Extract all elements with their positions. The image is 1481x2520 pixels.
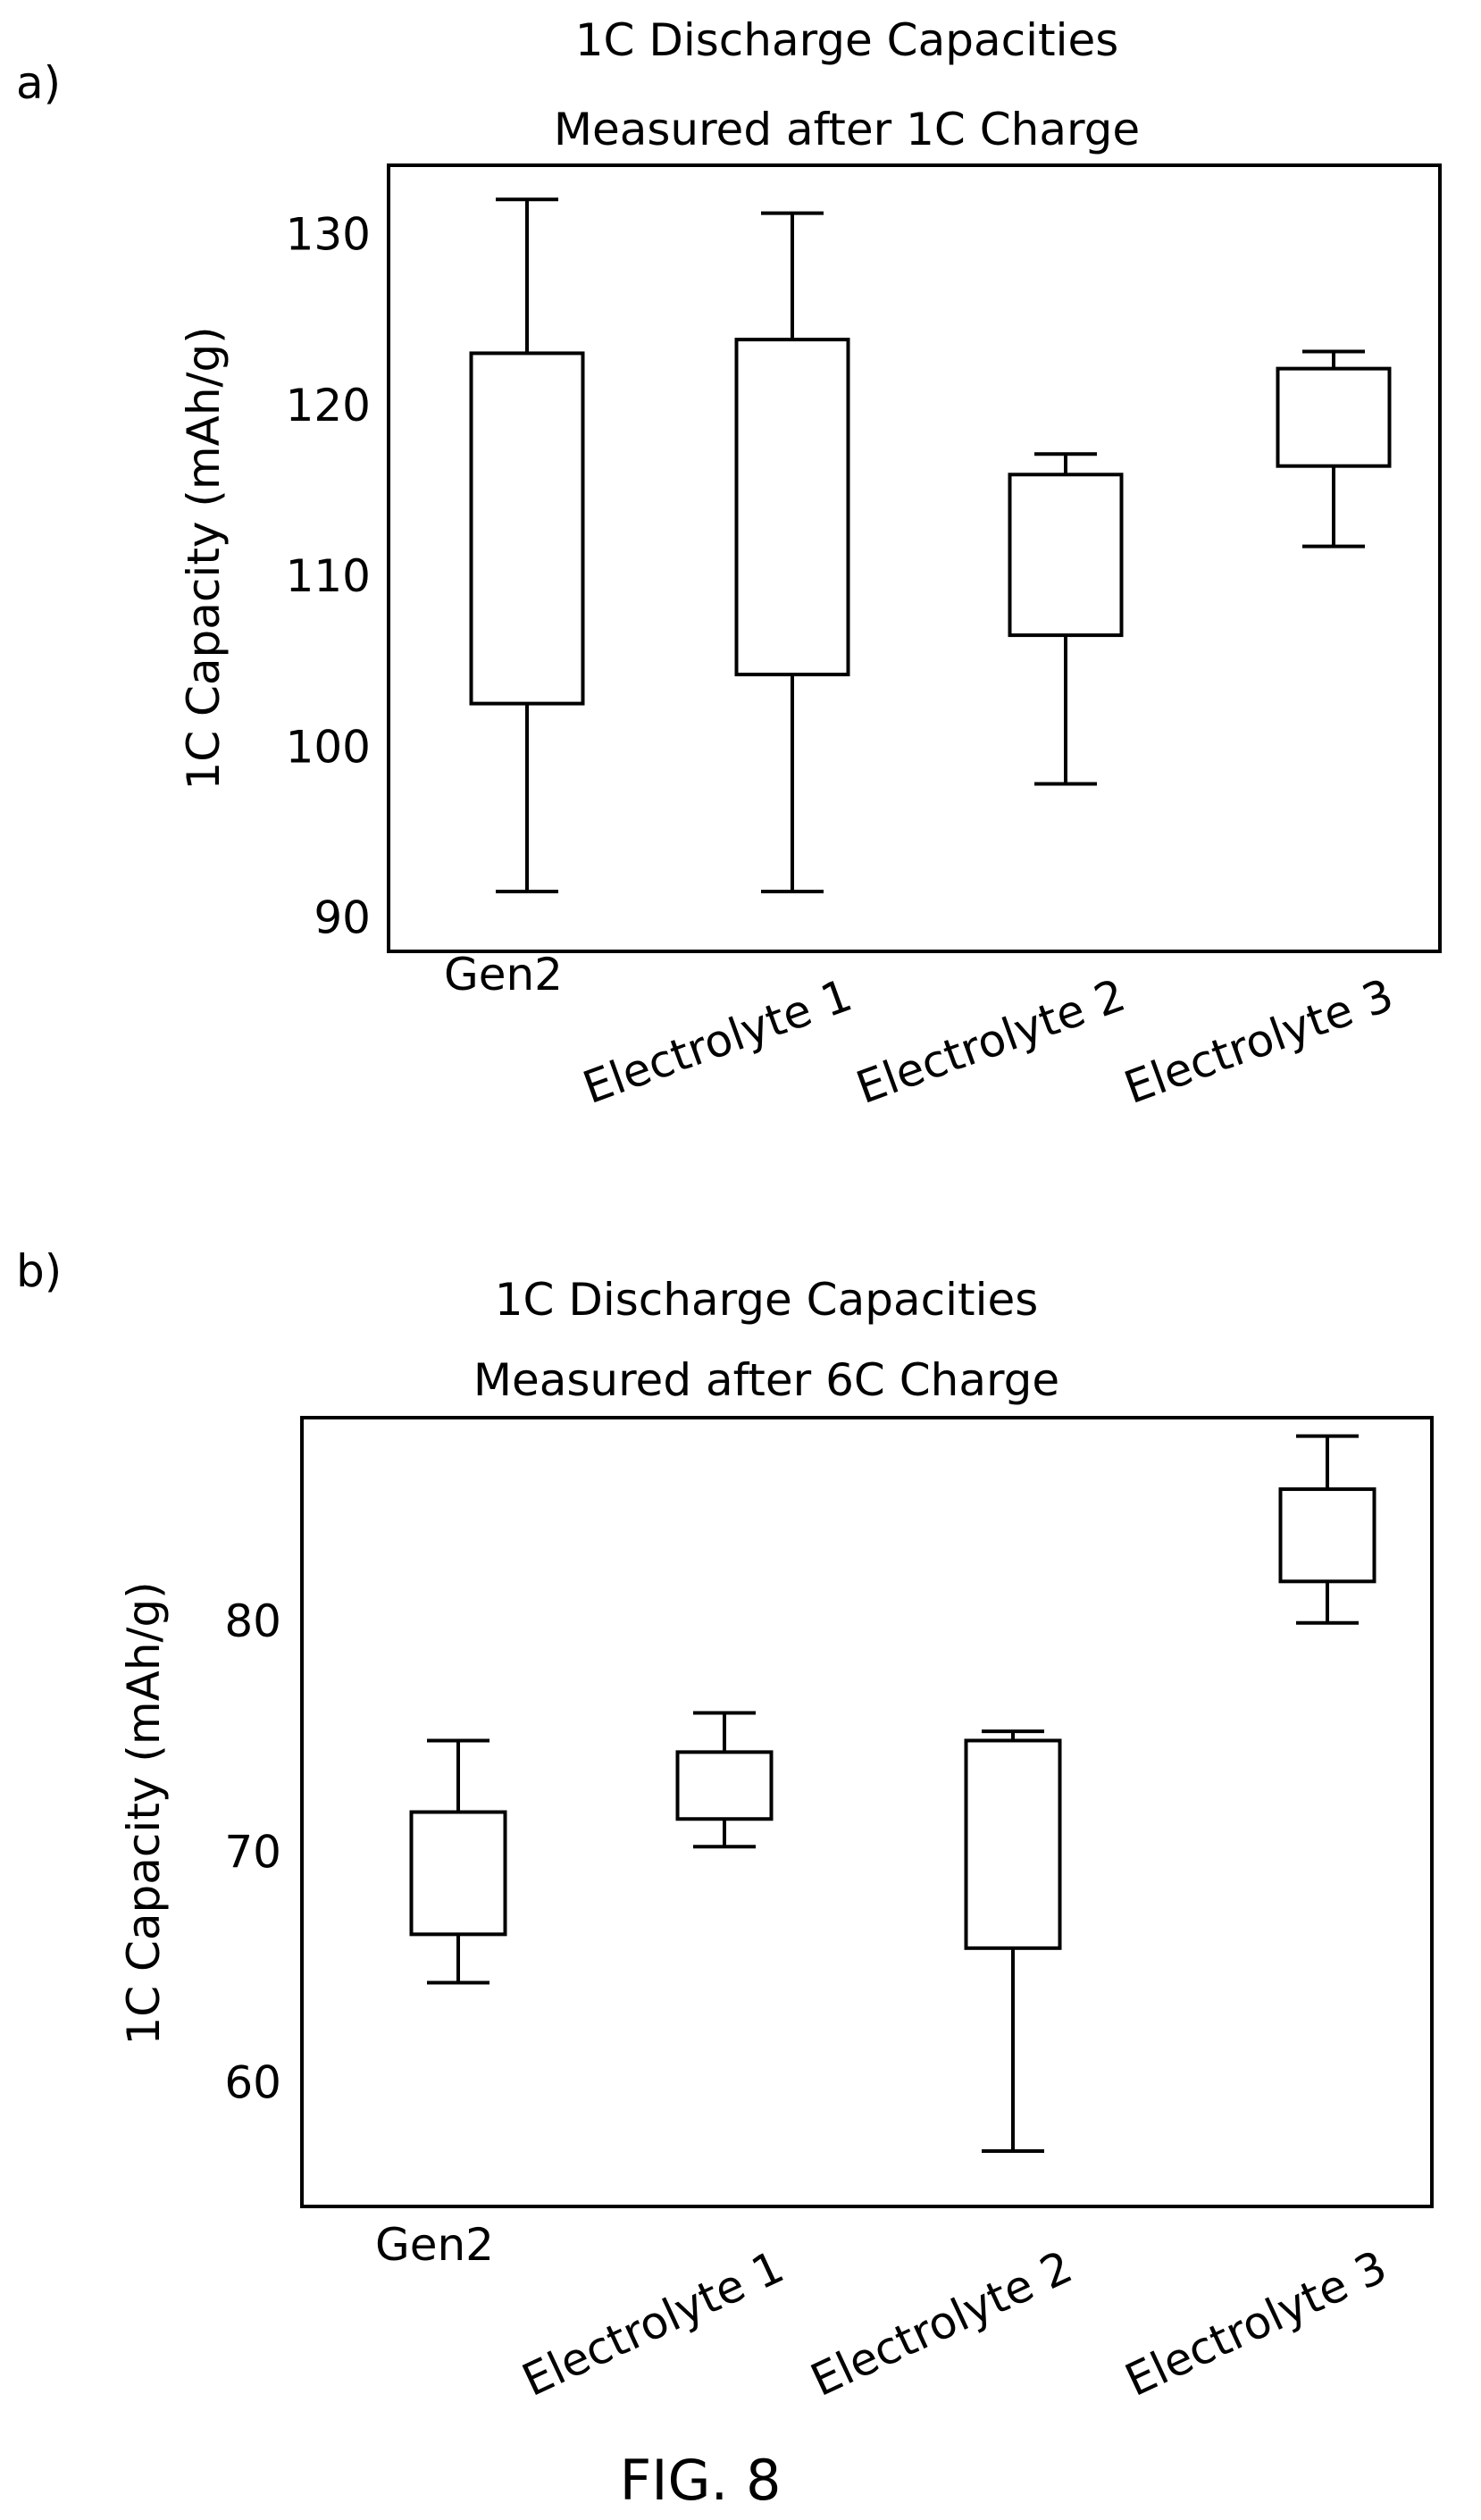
box-gen2 [469,197,585,894]
iqr-box [675,1750,774,1821]
y-tick-label: 120 [286,380,371,431]
y-tick-label: 130 [286,209,371,261]
y-ticks-a: 90 100 110 120 130 [286,209,371,944]
box-electrolyte-1 [675,1711,774,1849]
box-electrolyte-3 [1278,1434,1376,1625]
iqr-box [734,338,850,677]
iqr-box [964,1738,1062,1950]
y-tick-label: 110 [286,550,371,602]
y-tick-label: 80 [224,1595,281,1647]
boxes-a [469,197,1392,894]
iqr-box [1276,366,1392,468]
y-tick-label: 100 [286,721,371,773]
iqr-box [1008,473,1124,638]
chart-title-a: 1C Discharge Capacities [575,14,1119,66]
box-gen2 [409,1738,507,1985]
y-tick-label: 90 [314,892,371,944]
figure-caption: FIG. 8 [620,2448,782,2513]
panel-a: a) 1C Discharge Capacities Measured afte… [16,14,1442,1114]
x-tick-label: Electrolyte 1 [515,2240,791,2407]
box-electrolyte-2 [964,1729,1062,2154]
y-tick-label: 70 [224,1826,281,1878]
x-tick-label: Gen2 [444,949,563,1000]
chart-title-b: 1C Discharge Capacities [495,1274,1039,1326]
panel-b: b) 1C Discharge Capacities Measured afte… [16,1245,1434,2407]
plot-frame-a [387,163,1442,953]
y-tick-label: 60 [224,2057,281,2109]
chart-subtitle-b: Measured after 6C Charge [473,1354,1059,1406]
boxes-b [409,1434,1376,2154]
x-tick-label: Gen2 [375,2219,494,2271]
x-tick-label: Electrolyte 1 [576,969,858,1114]
box-electrolyte-2 [1008,452,1124,786]
iqr-box [409,1810,507,1937]
y-ticks-b: 60 70 80 [224,1595,281,2108]
chart-subtitle-a: Measured after 1C Charge [554,104,1140,155]
x-tick-label: Electrolyte 2 [849,969,1132,1114]
x-tick-labels-b: Gen2 Electrolyte 1 Electrolyte 2 Electrolyt… [375,2219,1394,2407]
plot-frame-b [300,1416,1434,2208]
box-electrolyte-1 [734,211,850,894]
box-electrolyte-3 [1276,349,1392,548]
y-axis-label-b: 1C Capacity (mAh/g) [118,1581,170,2045]
x-tick-label: Electrolyte 3 [1117,2240,1394,2407]
x-tick-label: Electrolyte 3 [1117,969,1400,1114]
panel-label-b: b) [16,1245,62,1297]
iqr-box [469,351,585,706]
iqr-box [1278,1487,1376,1584]
panel-label-a: a) [16,57,61,109]
x-tick-label: Electrolyte 2 [803,2240,1080,2407]
y-axis-label-a: 1C Capacity (mAh/g) [178,326,230,790]
